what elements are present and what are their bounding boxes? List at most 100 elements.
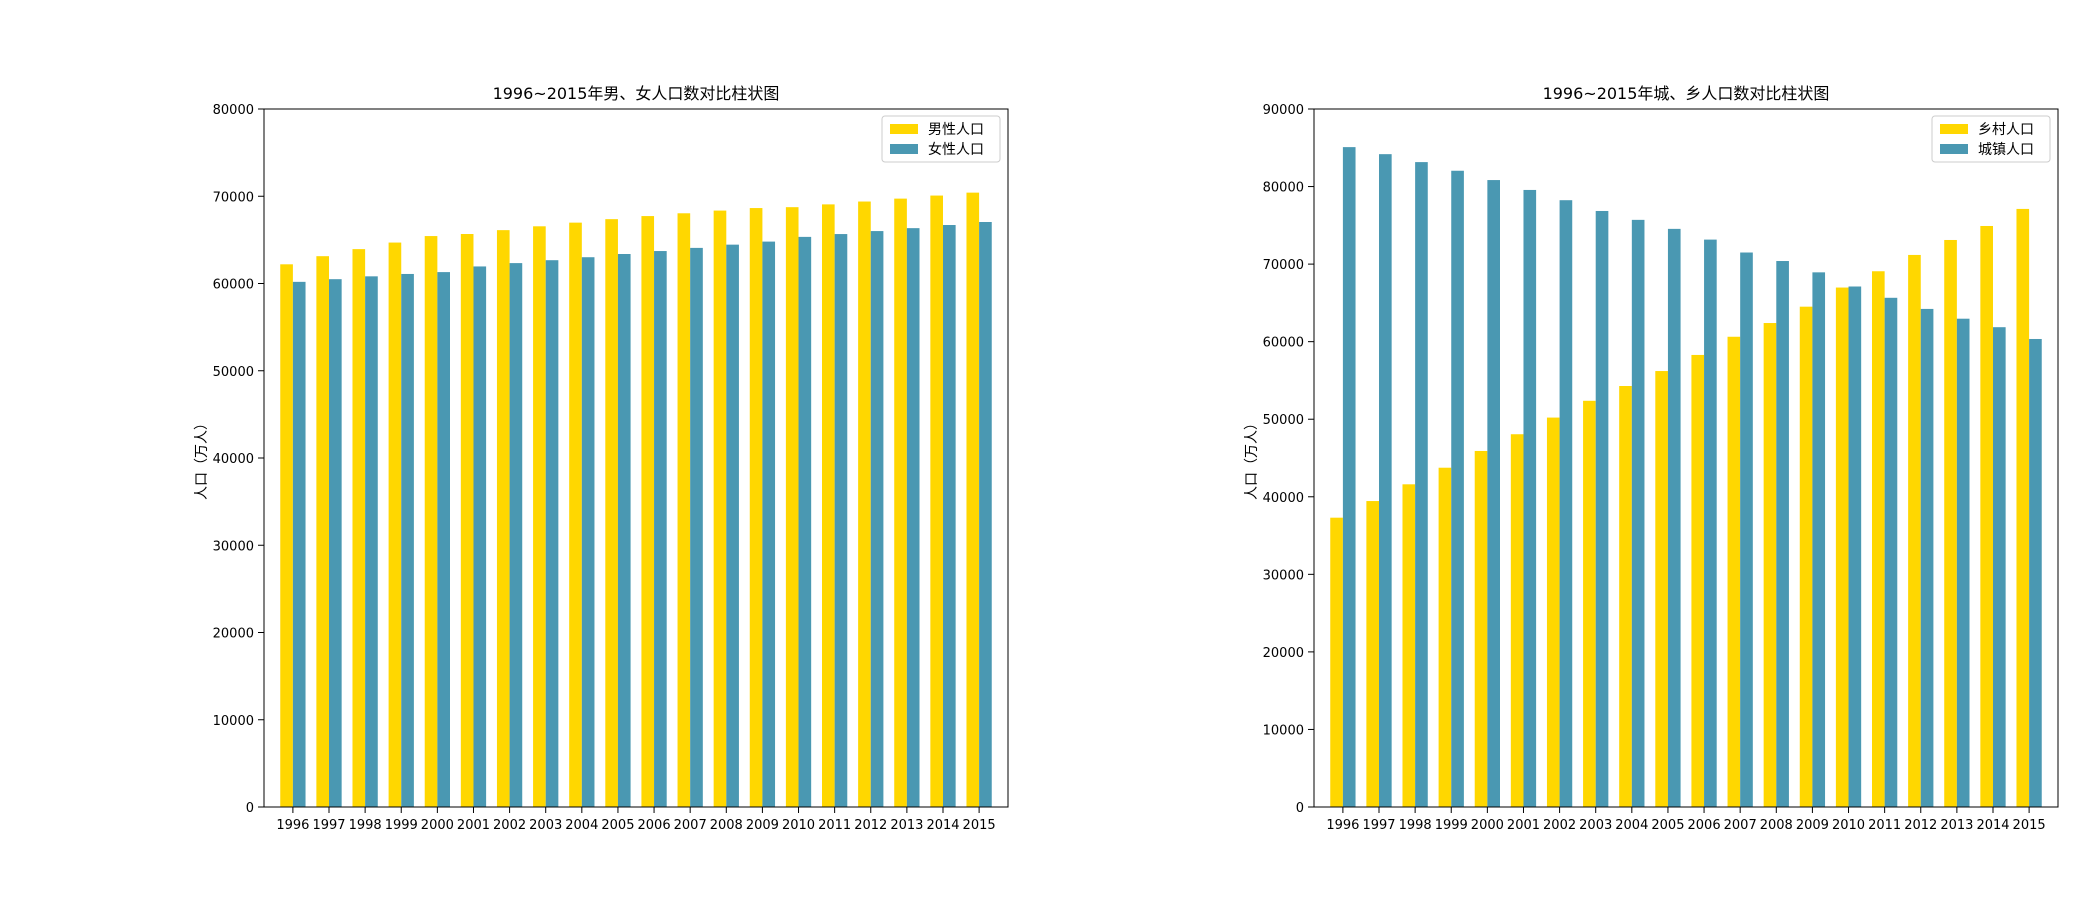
bar-男性人口-2005 [605,219,618,807]
bar-城镇人口-2015 [2029,338,2042,807]
x-tick-label: 2007 [1724,818,1757,833]
y-tick-label: 30000 [213,539,254,554]
bar-城镇人口-2014 [1992,327,2006,807]
x-tick-label: 2002 [1543,818,1576,833]
x-tick-label: 1998 [1399,818,1432,833]
y-tick-label: 80000 [213,103,254,118]
bar-城镇人口-2012 [1920,308,1934,807]
bar-乡村人口-2000 [1474,450,1488,807]
bar-女性人口-2010 [798,236,812,807]
bar-男性人口-2011 [822,204,835,807]
bar-男性人口-2012 [858,201,871,807]
bar-乡村人口-2001 [1510,434,1524,807]
bar-女性人口-2003 [545,260,559,807]
legend-swatch [1940,144,1968,154]
bar-城镇人口-2007 [1740,252,1753,808]
bar-乡村人口-2005 [1655,371,1668,807]
x-tick-label: 2003 [1579,818,1612,833]
bar-男性人口-2009 [749,208,763,807]
bar-乡村人口-2012 [1908,254,1921,808]
bar-城镇人口-2003 [1595,210,1609,808]
y-tick-label: 0 [246,801,254,816]
bar-城镇人口-1999 [1451,170,1464,807]
x-tick-label: 2005 [1651,818,1684,833]
x-tick-label: 1998 [349,818,382,833]
bar-女性人口-2015 [979,222,992,807]
x-tick-label: 1997 [312,818,345,833]
y-axis-label: 人口（万人） [1244,416,1260,500]
bar-乡村人口-2006 [1691,354,1705,807]
bar-男性人口-2000 [424,236,438,807]
y-tick-label: 10000 [213,714,254,729]
x-tick-label: 2010 [782,818,815,833]
x-tick-label: 2014 [926,818,959,833]
bar-女性人口-2000 [437,272,450,807]
x-tick-label: 2012 [1904,818,1937,833]
bar-男性人口-2010 [785,207,799,807]
x-tick-label: 1999 [385,818,418,833]
bar-女性人口-2006 [654,251,667,808]
bar-男性人口-2006 [641,216,655,808]
bar-女性人口-2013 [906,228,920,807]
bar-女性人口-1998 [365,276,378,807]
bar-乡村人口-1996 [1330,517,1343,807]
y-tick-label: 20000 [1263,646,1304,661]
x-tick-label: 2015 [2013,818,2046,833]
bar-男性人口-2013 [894,198,907,808]
x-tick-label: 2013 [890,818,923,833]
y-tick-label: 40000 [1263,491,1304,506]
bar-乡村人口-2015 [2016,208,2030,807]
x-tick-label: 2008 [710,818,743,833]
bar-城镇人口-2013 [1956,318,1970,807]
legend-label: 男性人口 [928,122,984,138]
x-tick-label: 1996 [276,818,309,833]
bar-男性人口-2002 [496,230,510,808]
urban-rural-bar-chart-svg: 1996~2015年城、乡人口数对比柱状图 0 10000 20000 30000 400… [1244,84,2059,833]
bar-女性人口-2005 [617,254,631,807]
x-tick-label: 2004 [1615,818,1648,833]
x-tick-label: 2013 [1940,818,1973,833]
bar-乡村人口-2009 [1799,306,1813,807]
bar-女性人口-1996 [292,281,306,808]
y-tick-label: 70000 [1263,258,1304,273]
bar-女性人口-2012 [870,231,884,807]
x-tick-label: 2008 [1760,818,1793,833]
x-tick-label: 2010 [1832,818,1865,833]
legend-label: 乡村人口 [1978,122,2034,138]
bar-乡村人口-2011 [1872,271,1885,807]
y-tick-label: 20000 [213,627,254,642]
bar-男性人口-2015 [966,192,980,808]
gender-bar-chart-svg: 1996~2015年男、女人口数对比柱状图 0 10000 20000 30000 400… [194,84,1009,833]
bar-城镇人口-1998 [1415,162,1428,807]
bar-男性人口-2014 [930,195,943,807]
x-tick-label: 2000 [421,818,454,833]
x-tick-label: 2000 [1471,818,1504,833]
bar-女性人口-2014 [942,225,956,807]
x-tick-label: 2001 [457,818,490,833]
bar-城镇人口-2009 [1812,272,1826,807]
y-tick-label: 60000 [213,278,254,293]
bar-城镇人口-2001 [1523,189,1537,808]
x-tick-label: 2011 [818,818,851,833]
bar-男性人口-2001 [460,234,474,808]
bar-男性人口-2008 [713,210,727,807]
x-tick-label: 2006 [638,818,671,833]
bar-女性人口-1999 [401,273,414,807]
y-tick-label: 50000 [1263,413,1304,428]
bar-城镇人口-2011 [1884,297,1898,807]
bar-男性人口-1996 [280,264,293,807]
bar-乡村人口-2013 [1944,239,1957,807]
bar-城镇人口-2008 [1776,261,1789,808]
bar-城镇人口-2005 [1667,228,1681,807]
bar-男性人口-2003 [533,226,546,808]
x-tick-label: 2004 [565,818,598,833]
bar-城镇人口-2006 [1704,239,1717,807]
bar-乡村人口-2002 [1546,417,1560,807]
bar-乡村人口-2008 [1763,323,1777,807]
bar-女性人口-2001 [473,266,487,807]
y-tick-label: 80000 [1263,181,1304,196]
bar-城镇人口-1997 [1379,154,1392,808]
x-tick-label: 2009 [1796,818,1829,833]
x-tick-label: 1997 [1362,818,1395,833]
bar-乡村人口-1998 [1402,484,1416,807]
